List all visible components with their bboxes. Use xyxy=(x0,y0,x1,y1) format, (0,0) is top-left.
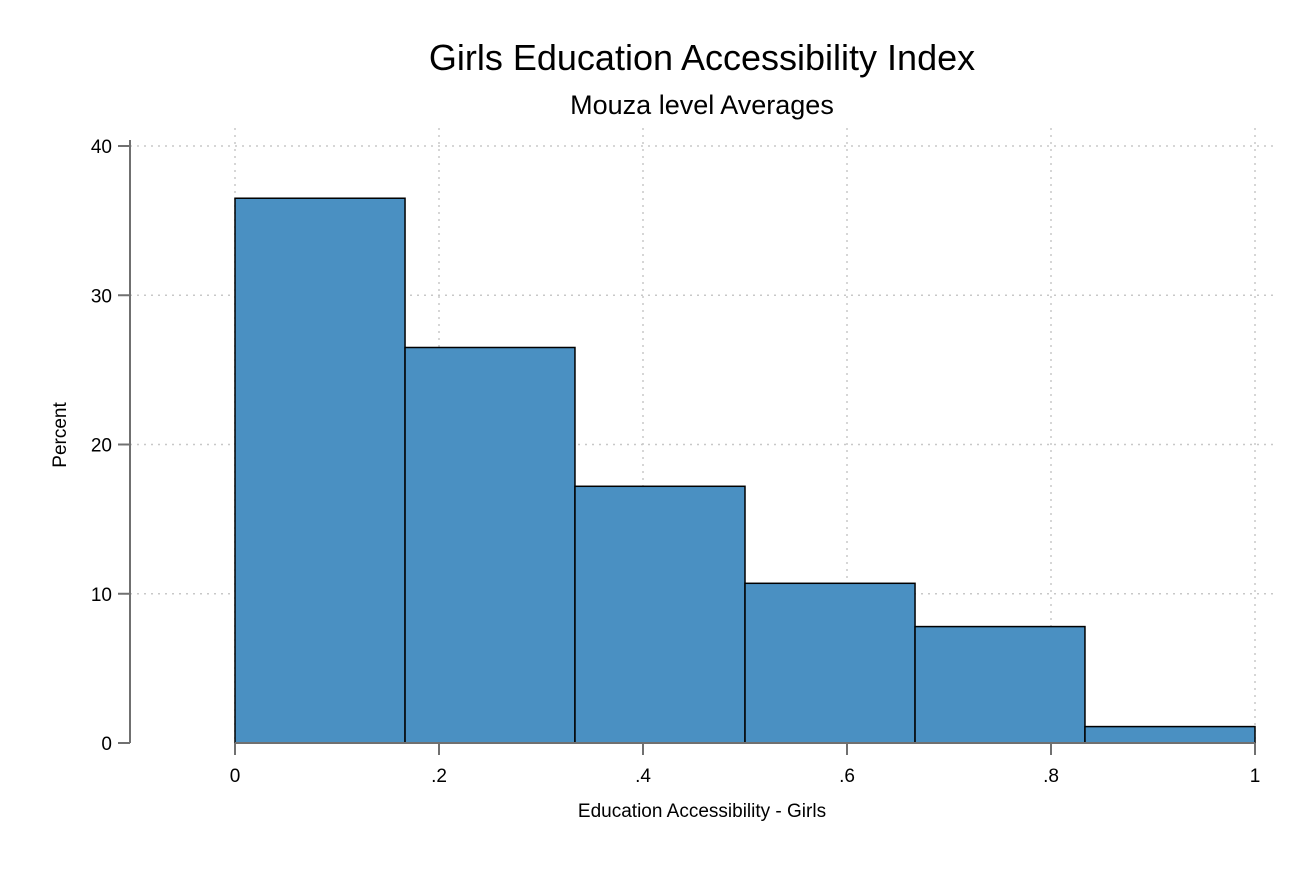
x-ticks: 0 .2 .4 .6 .8 1 xyxy=(230,743,1261,787)
x-tick-label: .8 xyxy=(1043,766,1059,787)
x-tick-label: .2 xyxy=(431,766,447,787)
y-tick-label: 20 xyxy=(91,436,112,457)
y-axis-label: Percent xyxy=(50,402,71,468)
histogram-bar-1 xyxy=(234,197,406,744)
y-tick-label: 0 xyxy=(101,734,112,755)
y-tick-label: 30 xyxy=(91,286,112,307)
x-tick-label: .6 xyxy=(839,766,855,787)
histogram-bar-2 xyxy=(404,346,576,744)
histogram-bar-4 xyxy=(744,582,916,744)
histogram-bar-6 xyxy=(1084,725,1256,744)
x-tick-label: 1 xyxy=(1250,766,1261,787)
bars xyxy=(234,197,1256,744)
histogram-bar-5 xyxy=(914,625,1086,744)
histogram-bar-3 xyxy=(574,485,746,744)
y-tick-label: 40 xyxy=(91,137,112,158)
x-tick-label: 0 xyxy=(230,766,241,787)
y-tick-label: 10 xyxy=(91,585,112,606)
chart-title: Girls Education Accessibility Index xyxy=(429,37,975,78)
x-tick-label: .4 xyxy=(635,766,651,787)
y-ticks: 0 10 20 30 40 xyxy=(91,137,130,755)
x-axis-label: Education Accessibility - Girls xyxy=(578,801,826,822)
chart-subtitle: Mouza level Averages xyxy=(570,90,834,120)
axes xyxy=(129,140,1255,744)
